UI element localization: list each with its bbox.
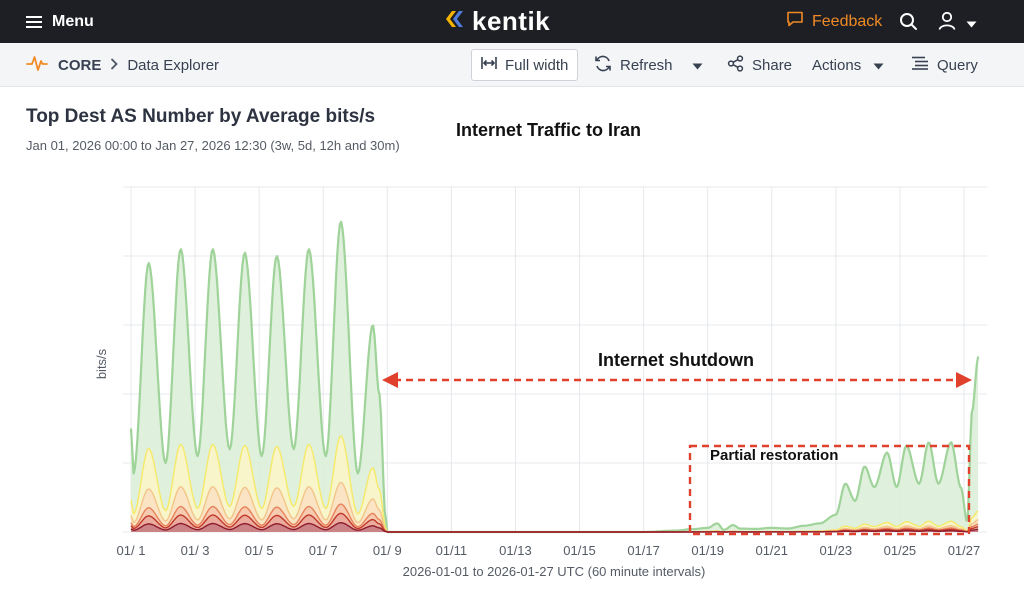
- chart-grid: [123, 186, 987, 533]
- feedback-button[interactable]: Feedback: [786, 0, 882, 43]
- arrowhead-right-icon: [956, 372, 972, 388]
- chat-bubble-icon: [786, 11, 804, 32]
- x-tick-label: 01/13: [499, 543, 532, 558]
- caret-down-icon: [873, 57, 884, 74]
- x-tick-label: 01/ 3: [181, 543, 210, 558]
- refresh-icon: [594, 55, 612, 76]
- share-button[interactable]: Share: [727, 49, 792, 81]
- user-icon: [938, 11, 956, 36]
- share-label: Share: [752, 56, 793, 74]
- restoration-annotation: Partial restoration: [688, 444, 971, 536]
- chevron-right-icon: [110, 57, 119, 74]
- series-line-1: [130, 522, 979, 533]
- kentik-chevron-icon: [444, 8, 466, 35]
- hamburger-icon: [26, 15, 42, 29]
- full-width-label: Full width: [505, 56, 569, 74]
- x-tick-label: 01/27: [948, 543, 981, 558]
- x-axis-title: 2026-01-01 to 2026-01-27 UTC (60 minute …: [403, 564, 706, 579]
- query-label: Query: [937, 56, 978, 74]
- feedback-label: Feedback: [812, 12, 883, 30]
- series-area-1: [131, 522, 979, 532]
- caret-down-icon: [966, 15, 977, 33]
- chart-areas: [129, 220, 980, 534]
- pulse-icon: [26, 54, 48, 76]
- x-tick-label: 01/25: [884, 543, 917, 558]
- full-width-button[interactable]: Full width: [471, 49, 578, 81]
- x-tick-label: 01/ 5: [245, 543, 274, 558]
- breadcrumb-core[interactable]: CORE: [58, 56, 102, 74]
- x-tick-label: 01/17: [627, 543, 660, 558]
- top-nav-bar: Menu kentik Feedback: [0, 0, 1024, 43]
- search-icon[interactable]: [899, 12, 918, 36]
- series-area-6: [131, 221, 979, 533]
- share-icon: [727, 54, 744, 76]
- chart-time-range: Jan 01, 2026 00:00 to Jan 27, 2026 12:30…: [26, 138, 400, 153]
- refresh-label: Refresh: [620, 56, 673, 74]
- query-button[interactable]: Query: [911, 49, 978, 81]
- menu-label: Menu: [52, 12, 94, 30]
- refresh-button[interactable]: Refresh: [594, 49, 673, 81]
- shutdown-annotation: Internet shutdown: [382, 350, 972, 388]
- x-tick-label: 01/ 1: [117, 543, 146, 558]
- y-axis-title: bits/s: [94, 348, 109, 379]
- logo-text: kentik: [472, 6, 551, 36]
- breadcrumb: CORE Data Explorer: [26, 43, 219, 87]
- actions-label: Actions: [812, 56, 862, 74]
- caret-down-icon: [692, 57, 703, 74]
- actions-button[interactable]: Actions: [812, 49, 884, 81]
- x-tick-label: 01/ 9: [373, 543, 402, 558]
- annotation-title: Internet Traffic to Iran: [456, 120, 642, 140]
- x-tick-label: 01/21: [755, 543, 788, 558]
- refresh-options-button[interactable]: [692, 49, 703, 81]
- user-menu-button[interactable]: [938, 11, 977, 36]
- breadcrumb-page: Data Explorer: [127, 56, 220, 74]
- arrowhead-left-icon: [382, 372, 398, 388]
- shutdown-label: Internet shutdown: [598, 350, 754, 370]
- x-tick-label: 01/15: [563, 543, 596, 558]
- x-axis-ticks: 01/ 1 01/ 3 01/ 5 01/ 7 01/ 9 01/11 01/13 01/15…: [117, 543, 981, 558]
- restoration-label: Partial restoration: [710, 447, 838, 464]
- kentik-logo[interactable]: kentik: [444, 0, 550, 43]
- x-tick-label: 01/19: [691, 543, 724, 558]
- x-tick-label: 01/23: [820, 543, 853, 558]
- expand-width-icon: [481, 56, 497, 74]
- restoration-box: [688, 444, 971, 536]
- query-lines-icon: [911, 56, 929, 74]
- chart-title: Top Dest AS Number by Average bits/s: [26, 106, 376, 127]
- x-tick-label: 01/ 7: [309, 543, 338, 558]
- menu-button[interactable]: Menu: [26, 0, 94, 43]
- x-tick-label: 01/11: [436, 543, 468, 558]
- page-toolbar: CORE Data Explorer Full width Refresh Sh…: [0, 43, 1024, 87]
